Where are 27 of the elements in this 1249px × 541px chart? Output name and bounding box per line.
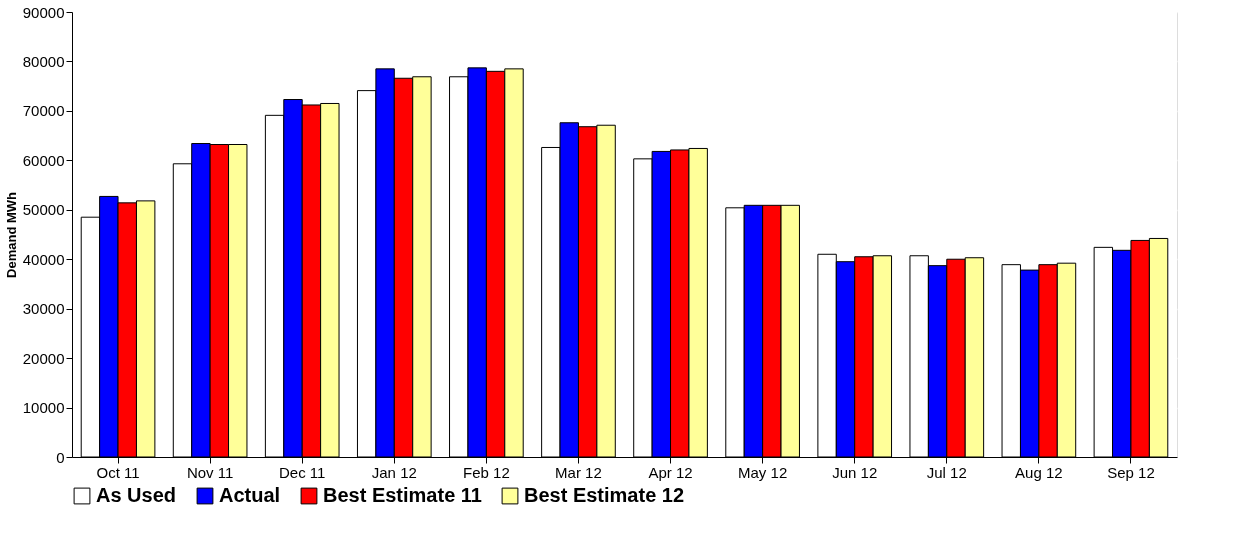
y-tick-label: 80000 <box>22 52 65 70</box>
x-tick-label: Dec 11 <box>279 463 326 481</box>
y-tick-label: 90000 <box>22 3 65 21</box>
y-tick-label: 20000 <box>22 349 65 367</box>
x-tick-label: May 12 <box>738 463 788 481</box>
y-axis-title: Demand MWh <box>3 191 19 278</box>
x-tick-label: Jan 12 <box>371 463 417 481</box>
x-tick-label: Mar 12 <box>555 463 602 481</box>
x-tick-label: Feb 12 <box>463 463 510 481</box>
y-tick-label: 40000 <box>22 250 65 268</box>
legend-label: As Used <box>96 484 177 506</box>
legend-label: Best Estimate 12 <box>524 484 685 506</box>
x-tick-label: Apr 12 <box>648 463 693 481</box>
x-tick-label: Nov 11 <box>186 463 234 481</box>
x-tick-label: Oct 11 <box>96 463 140 481</box>
y-tick-label: 50000 <box>22 201 65 219</box>
y-tick-label: 60000 <box>22 151 65 169</box>
legend-label: Best Estimate 11 <box>323 484 482 506</box>
x-tick-label: Sep 12 <box>1107 463 1155 481</box>
y-tick-label: 10000 <box>22 399 65 417</box>
y-tick-label: 30000 <box>22 300 65 318</box>
x-tick-label: Aug 12 <box>1015 463 1063 481</box>
x-tick-label: Jun 12 <box>832 463 878 481</box>
legend-label: Actual <box>219 484 281 506</box>
y-tick-label: 70000 <box>22 102 65 120</box>
x-tick-label: Jul 12 <box>926 463 967 481</box>
y-tick-label: 0 <box>56 448 65 466</box>
